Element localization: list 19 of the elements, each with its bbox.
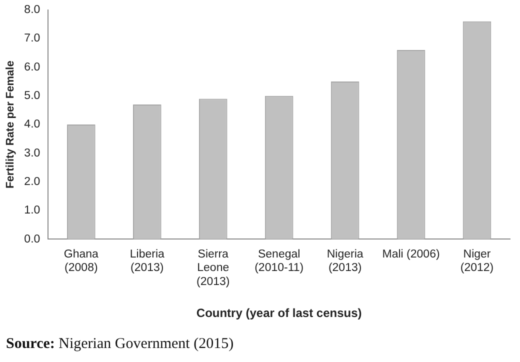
x-axis-title: Country (year of last census) bbox=[196, 306, 362, 320]
x-tick-label: Sierra Leone (2013) bbox=[196, 248, 230, 288]
y-tick-label: 8.0 bbox=[24, 4, 40, 16]
y-tick-label: 1.0 bbox=[24, 204, 40, 217]
y-tick-label: 6.0 bbox=[24, 61, 40, 74]
x-tick-label: Liberia (2013) bbox=[130, 248, 166, 274]
y-axis-title: Fertility Rate per Female bbox=[4, 60, 17, 188]
x-tick-label: Niger (2012) bbox=[460, 248, 494, 274]
x-tick-label: Senegal (2010-11) bbox=[254, 248, 304, 274]
y-tick-label: 4.0 bbox=[24, 118, 40, 131]
y-tick-label: 5.0 bbox=[24, 90, 40, 102]
y-tick-label: 0.0 bbox=[24, 233, 40, 246]
x-tick-label: Mali (2006) bbox=[382, 248, 440, 260]
y-tick-label: 7.0 bbox=[24, 32, 40, 45]
y-tick-label: 3.0 bbox=[24, 147, 40, 160]
x-tick-label: Ghana (2008) bbox=[64, 248, 100, 274]
y-tick-label: 2.0 bbox=[24, 176, 40, 188]
source-note: Source: Nigerian Government (2015) bbox=[6, 336, 234, 353]
x-tick-label: Nigeria (2013) bbox=[326, 248, 364, 274]
